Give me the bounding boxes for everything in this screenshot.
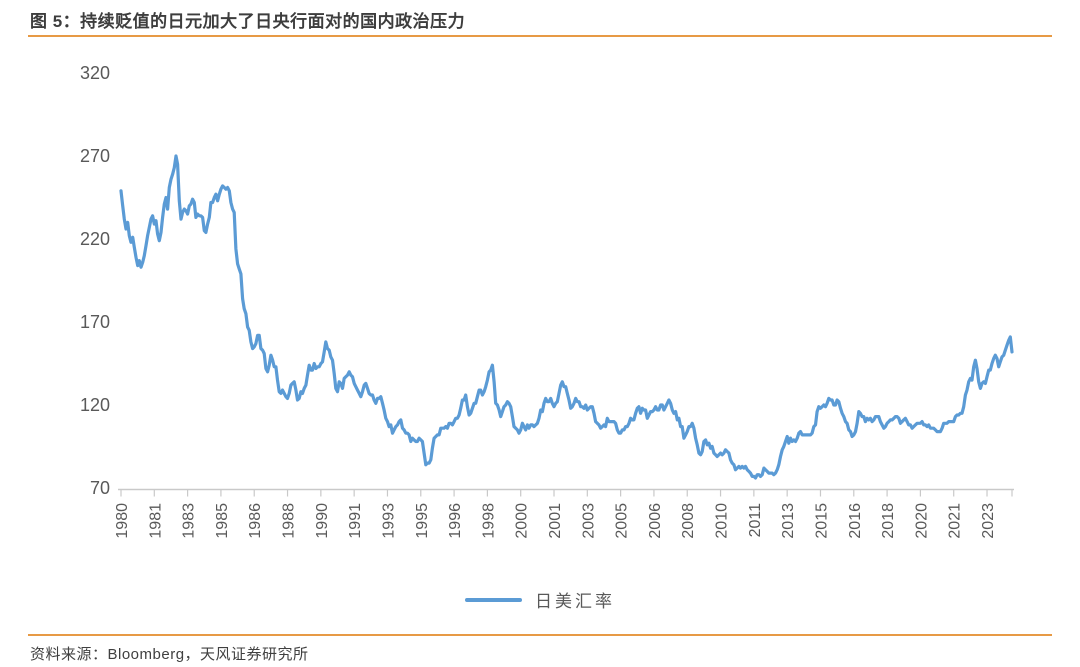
usd-jpy-series-line	[119, 154, 1014, 480]
x-axis-tick-label: 1996	[447, 503, 464, 539]
x-axis-tick-label: 2021	[947, 503, 964, 539]
x-axis-tick-label: 2013	[780, 503, 797, 539]
x-axis-tick-label: 2003	[580, 503, 597, 539]
x-axis-tick-label: 2015	[813, 503, 830, 539]
title-underline-rule	[28, 35, 1052, 37]
x-axis-tick-label: 2010	[714, 503, 731, 539]
x-axis-tick-label: 1986	[247, 503, 264, 539]
x-axis-tick-label: 1981	[147, 503, 164, 539]
x-axis-tick-label: 1983	[181, 503, 198, 539]
x-axis-tick-label: 2001	[547, 503, 564, 539]
x-axis-tick-label: 2016	[847, 503, 864, 539]
x-axis-tick-label: 1980	[114, 503, 131, 539]
x-axis-tick-label: 1985	[214, 503, 231, 539]
x-axis-tick-label: 2006	[647, 503, 664, 539]
source-note: 资料来源：Bloomberg，天风证券研究所	[30, 646, 309, 663]
y-axis-tick-label: 320	[80, 63, 110, 83]
legend-series-label: 日美汇率	[535, 592, 615, 611]
x-axis-tick-label: 2020	[913, 503, 930, 539]
y-axis-tick-label: 270	[80, 146, 110, 166]
x-axis-tick-label: 1998	[480, 503, 497, 539]
y-axis-tick-label: 170	[80, 312, 110, 332]
footer-rule	[28, 634, 1052, 636]
x-axis-tick-label: 2000	[514, 503, 531, 539]
x-axis-tick-label: 2008	[680, 503, 697, 539]
y-axis-tick-label: 120	[80, 395, 110, 415]
x-axis-tick-label: 1993	[380, 503, 397, 539]
x-axis-tick-label: 2023	[980, 503, 997, 539]
y-axis-tick-label: 70	[90, 478, 110, 498]
x-axis-tick-label: 1988	[281, 503, 298, 539]
x-axis-tick-label: 1995	[414, 503, 431, 539]
y-axis-tick-label: 220	[80, 229, 110, 249]
x-axis-tick-label: 1991	[347, 503, 364, 539]
x-axis-tick-label: 1990	[314, 503, 331, 539]
chart-title: 图 5：持续贬值的日元加大了日央行面对的国内政治压力	[30, 12, 466, 31]
x-axis-tick-label: 2011	[747, 503, 764, 538]
x-axis-tick-label: 2005	[614, 503, 631, 539]
legend-line-swatch	[465, 597, 522, 602]
chart-legend: 日美汇率	[0, 587, 1080, 612]
x-axis-tick-label: 2018	[880, 503, 897, 539]
